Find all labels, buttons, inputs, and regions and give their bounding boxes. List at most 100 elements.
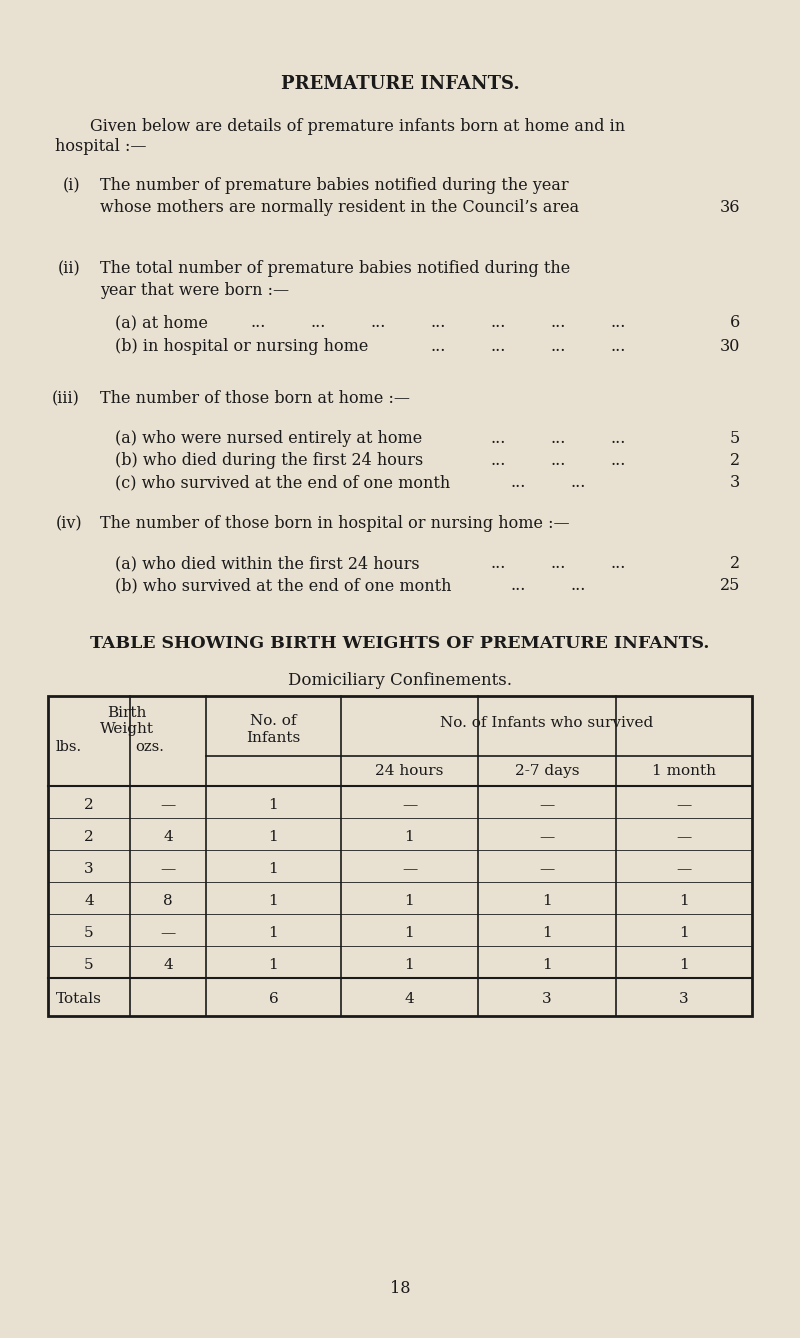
- Text: 2: 2: [730, 452, 740, 470]
- Text: The number of those born in hospital or nursing home :—: The number of those born in hospital or …: [100, 515, 570, 533]
- Text: TABLE SHOWING BIRTH WEIGHTS OF PREMATURE INFANTS.: TABLE SHOWING BIRTH WEIGHTS OF PREMATURE…: [90, 636, 710, 652]
- Text: ...: ...: [570, 577, 586, 594]
- Text: ...: ...: [310, 314, 326, 330]
- Text: Birth: Birth: [107, 706, 146, 720]
- Text: 1: 1: [405, 830, 414, 844]
- Text: Weight: Weight: [100, 723, 154, 736]
- Text: The number of premature babies notified during the year: The number of premature babies notified …: [100, 177, 569, 194]
- Text: 2: 2: [84, 830, 94, 844]
- Text: 2-7 days: 2-7 days: [514, 764, 579, 777]
- Text: 3: 3: [730, 474, 740, 491]
- Text: ...: ...: [610, 452, 626, 470]
- Text: ozs.: ozs.: [135, 740, 164, 755]
- Text: ...: ...: [370, 314, 386, 330]
- Text: lbs.: lbs.: [56, 740, 82, 755]
- Text: 1: 1: [269, 958, 278, 971]
- Text: 1: 1: [542, 926, 552, 941]
- Text: 4: 4: [163, 958, 173, 971]
- Text: —: —: [160, 862, 176, 876]
- Text: (b) who died during the first 24 hours: (b) who died during the first 24 hours: [115, 452, 423, 470]
- Text: (b) in hospital or nursing home: (b) in hospital or nursing home: [115, 339, 368, 355]
- Text: 1: 1: [679, 926, 689, 941]
- Text: (iii): (iii): [52, 389, 80, 407]
- Text: year that were born :—: year that were born :—: [100, 282, 289, 298]
- Text: whose mothers are normally resident in the Council’s area: whose mothers are normally resident in t…: [100, 199, 579, 215]
- Text: (b) who survived at the end of one month: (b) who survived at the end of one month: [115, 577, 451, 594]
- Text: 6: 6: [269, 991, 278, 1006]
- Text: ...: ...: [510, 474, 526, 491]
- Text: ...: ...: [250, 314, 266, 330]
- Text: 1: 1: [542, 894, 552, 909]
- Text: 5: 5: [730, 429, 740, 447]
- Text: ...: ...: [490, 314, 506, 330]
- Text: 6: 6: [730, 314, 740, 330]
- Text: 1: 1: [542, 958, 552, 971]
- Text: ...: ...: [610, 429, 626, 447]
- Text: 1: 1: [679, 958, 689, 971]
- Text: 30: 30: [720, 339, 740, 355]
- Text: ...: ...: [610, 339, 626, 355]
- Text: 18: 18: [390, 1280, 410, 1297]
- Text: ...: ...: [490, 555, 506, 573]
- Text: 1: 1: [269, 926, 278, 941]
- Text: (iv): (iv): [56, 515, 82, 533]
- Text: ...: ...: [610, 555, 626, 573]
- Text: ...: ...: [610, 314, 626, 330]
- Text: ...: ...: [550, 339, 566, 355]
- Text: ...: ...: [430, 314, 446, 330]
- Text: 4: 4: [163, 830, 173, 844]
- Text: 1 month: 1 month: [652, 764, 716, 777]
- Text: ...: ...: [550, 429, 566, 447]
- Text: —: —: [539, 862, 554, 876]
- Bar: [48, 696, 752, 1016]
- Text: ...: ...: [550, 452, 566, 470]
- Text: 1: 1: [679, 894, 689, 909]
- Text: (i): (i): [63, 177, 81, 194]
- Text: ...: ...: [570, 474, 586, 491]
- Text: Totals: Totals: [56, 991, 102, 1006]
- Text: 1: 1: [269, 894, 278, 909]
- Text: (a) at home: (a) at home: [115, 314, 208, 330]
- Text: —: —: [539, 830, 554, 844]
- Text: 24 hours: 24 hours: [375, 764, 444, 777]
- Text: ...: ...: [490, 452, 506, 470]
- Text: 5: 5: [84, 958, 94, 971]
- Text: 1: 1: [405, 958, 414, 971]
- Text: —: —: [402, 862, 417, 876]
- Text: ...: ...: [550, 555, 566, 573]
- Text: ...: ...: [430, 339, 446, 355]
- Text: 1: 1: [269, 830, 278, 844]
- Text: 1: 1: [269, 797, 278, 812]
- Text: (ii): (ii): [58, 260, 81, 277]
- Text: (c) who survived at the end of one month: (c) who survived at the end of one month: [115, 474, 450, 491]
- Text: PREMATURE INFANTS.: PREMATURE INFANTS.: [281, 75, 519, 94]
- Text: ...: ...: [550, 314, 566, 330]
- Text: —: —: [676, 797, 692, 812]
- Text: ...: ...: [490, 339, 506, 355]
- Text: 2: 2: [730, 555, 740, 573]
- Text: —: —: [539, 797, 554, 812]
- Text: Given below are details of premature infants born at home and in: Given below are details of premature inf…: [90, 118, 625, 135]
- Text: ...: ...: [490, 429, 506, 447]
- Text: 4: 4: [84, 894, 94, 909]
- Text: 3: 3: [679, 991, 689, 1006]
- Text: 5: 5: [84, 926, 94, 941]
- Text: 1: 1: [269, 862, 278, 876]
- Text: 8: 8: [163, 894, 173, 909]
- Text: 3: 3: [542, 991, 552, 1006]
- Text: —: —: [676, 830, 692, 844]
- Text: —: —: [160, 926, 176, 941]
- Text: 25: 25: [720, 577, 740, 594]
- Text: (a) who died within the first 24 hours: (a) who died within the first 24 hours: [115, 555, 420, 573]
- Text: —: —: [676, 862, 692, 876]
- Text: No. of Infants who survived: No. of Infants who survived: [440, 716, 653, 731]
- Text: 1: 1: [405, 894, 414, 909]
- Text: —: —: [402, 797, 417, 812]
- Text: No. of: No. of: [250, 714, 297, 728]
- Text: (a) who were nursed entirely at home: (a) who were nursed entirely at home: [115, 429, 422, 447]
- Text: 36: 36: [719, 199, 740, 215]
- Text: Domiciliary Confinements.: Domiciliary Confinements.: [288, 672, 512, 689]
- Text: The total number of premature babies notified during the: The total number of premature babies not…: [100, 260, 570, 277]
- Text: The number of those born at home :—: The number of those born at home :—: [100, 389, 410, 407]
- Text: 1: 1: [405, 926, 414, 941]
